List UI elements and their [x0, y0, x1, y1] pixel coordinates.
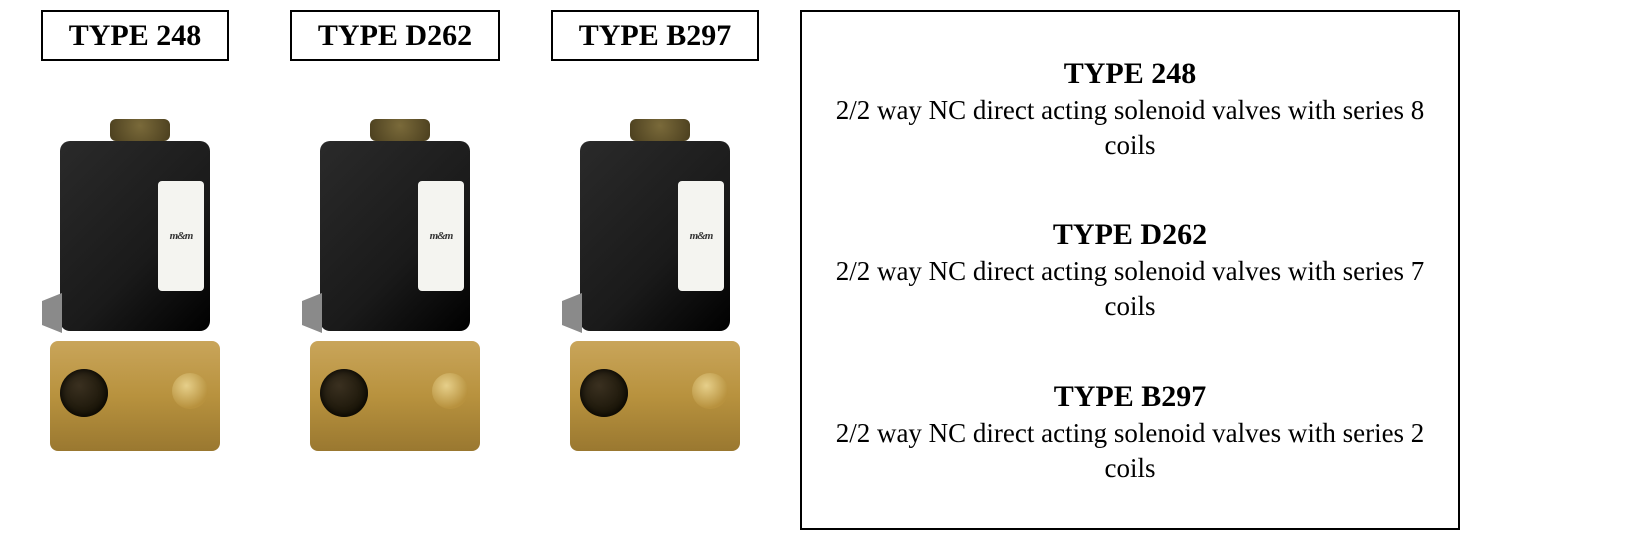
coil-label: m&m: [158, 181, 204, 291]
desc-title-b297: TYPE B297: [826, 377, 1434, 416]
desc-title-248: TYPE 248: [826, 54, 1434, 93]
desc-title-d262: TYPE D262: [826, 215, 1434, 254]
brand-text: m&m: [690, 230, 713, 242]
product-col-248: TYPE 248 m&m: [20, 10, 250, 481]
type-badge-d262: TYPE D262: [290, 10, 500, 61]
product-col-b297: TYPE B297 m&m: [540, 10, 770, 481]
desc-block-b297: TYPE B297 2/2 way NC direct acting solen…: [826, 377, 1434, 486]
desc-block-d262: TYPE D262 2/2 way NC direct acting solen…: [826, 215, 1434, 324]
product-row: TYPE 248 m&m TYPE D262 m&m TYPE B297: [20, 10, 770, 481]
valve-coil: m&m: [60, 141, 210, 331]
valve-image-d262: m&m: [280, 101, 510, 481]
desc-text-d262: 2/2 way NC direct acting solenoid valves…: [826, 254, 1434, 324]
description-box: TYPE 248 2/2 way NC direct acting soleno…: [800, 10, 1460, 530]
desc-text-248: 2/2 way NC direct acting solenoid valves…: [826, 93, 1434, 163]
valve-brass-body: [570, 341, 740, 451]
valve-image-b297: m&m: [540, 101, 770, 481]
brand-text: m&m: [170, 230, 193, 242]
coil-label: m&m: [418, 181, 464, 291]
desc-block-248: TYPE 248 2/2 way NC direct acting soleno…: [826, 54, 1434, 163]
desc-text-b297: 2/2 way NC direct acting solenoid valves…: [826, 416, 1434, 486]
brand-text: m&m: [430, 230, 453, 242]
valve-brass-body: [310, 341, 480, 451]
valve-coil: m&m: [320, 141, 470, 331]
valve-image-248: m&m: [20, 101, 250, 481]
product-col-d262: TYPE D262 m&m: [280, 10, 510, 481]
valve-brass-body: [50, 341, 220, 451]
coil-label: m&m: [678, 181, 724, 291]
type-badge-b297: TYPE B297: [551, 10, 760, 61]
type-badge-248: TYPE 248: [41, 10, 230, 61]
valve-coil: m&m: [580, 141, 730, 331]
